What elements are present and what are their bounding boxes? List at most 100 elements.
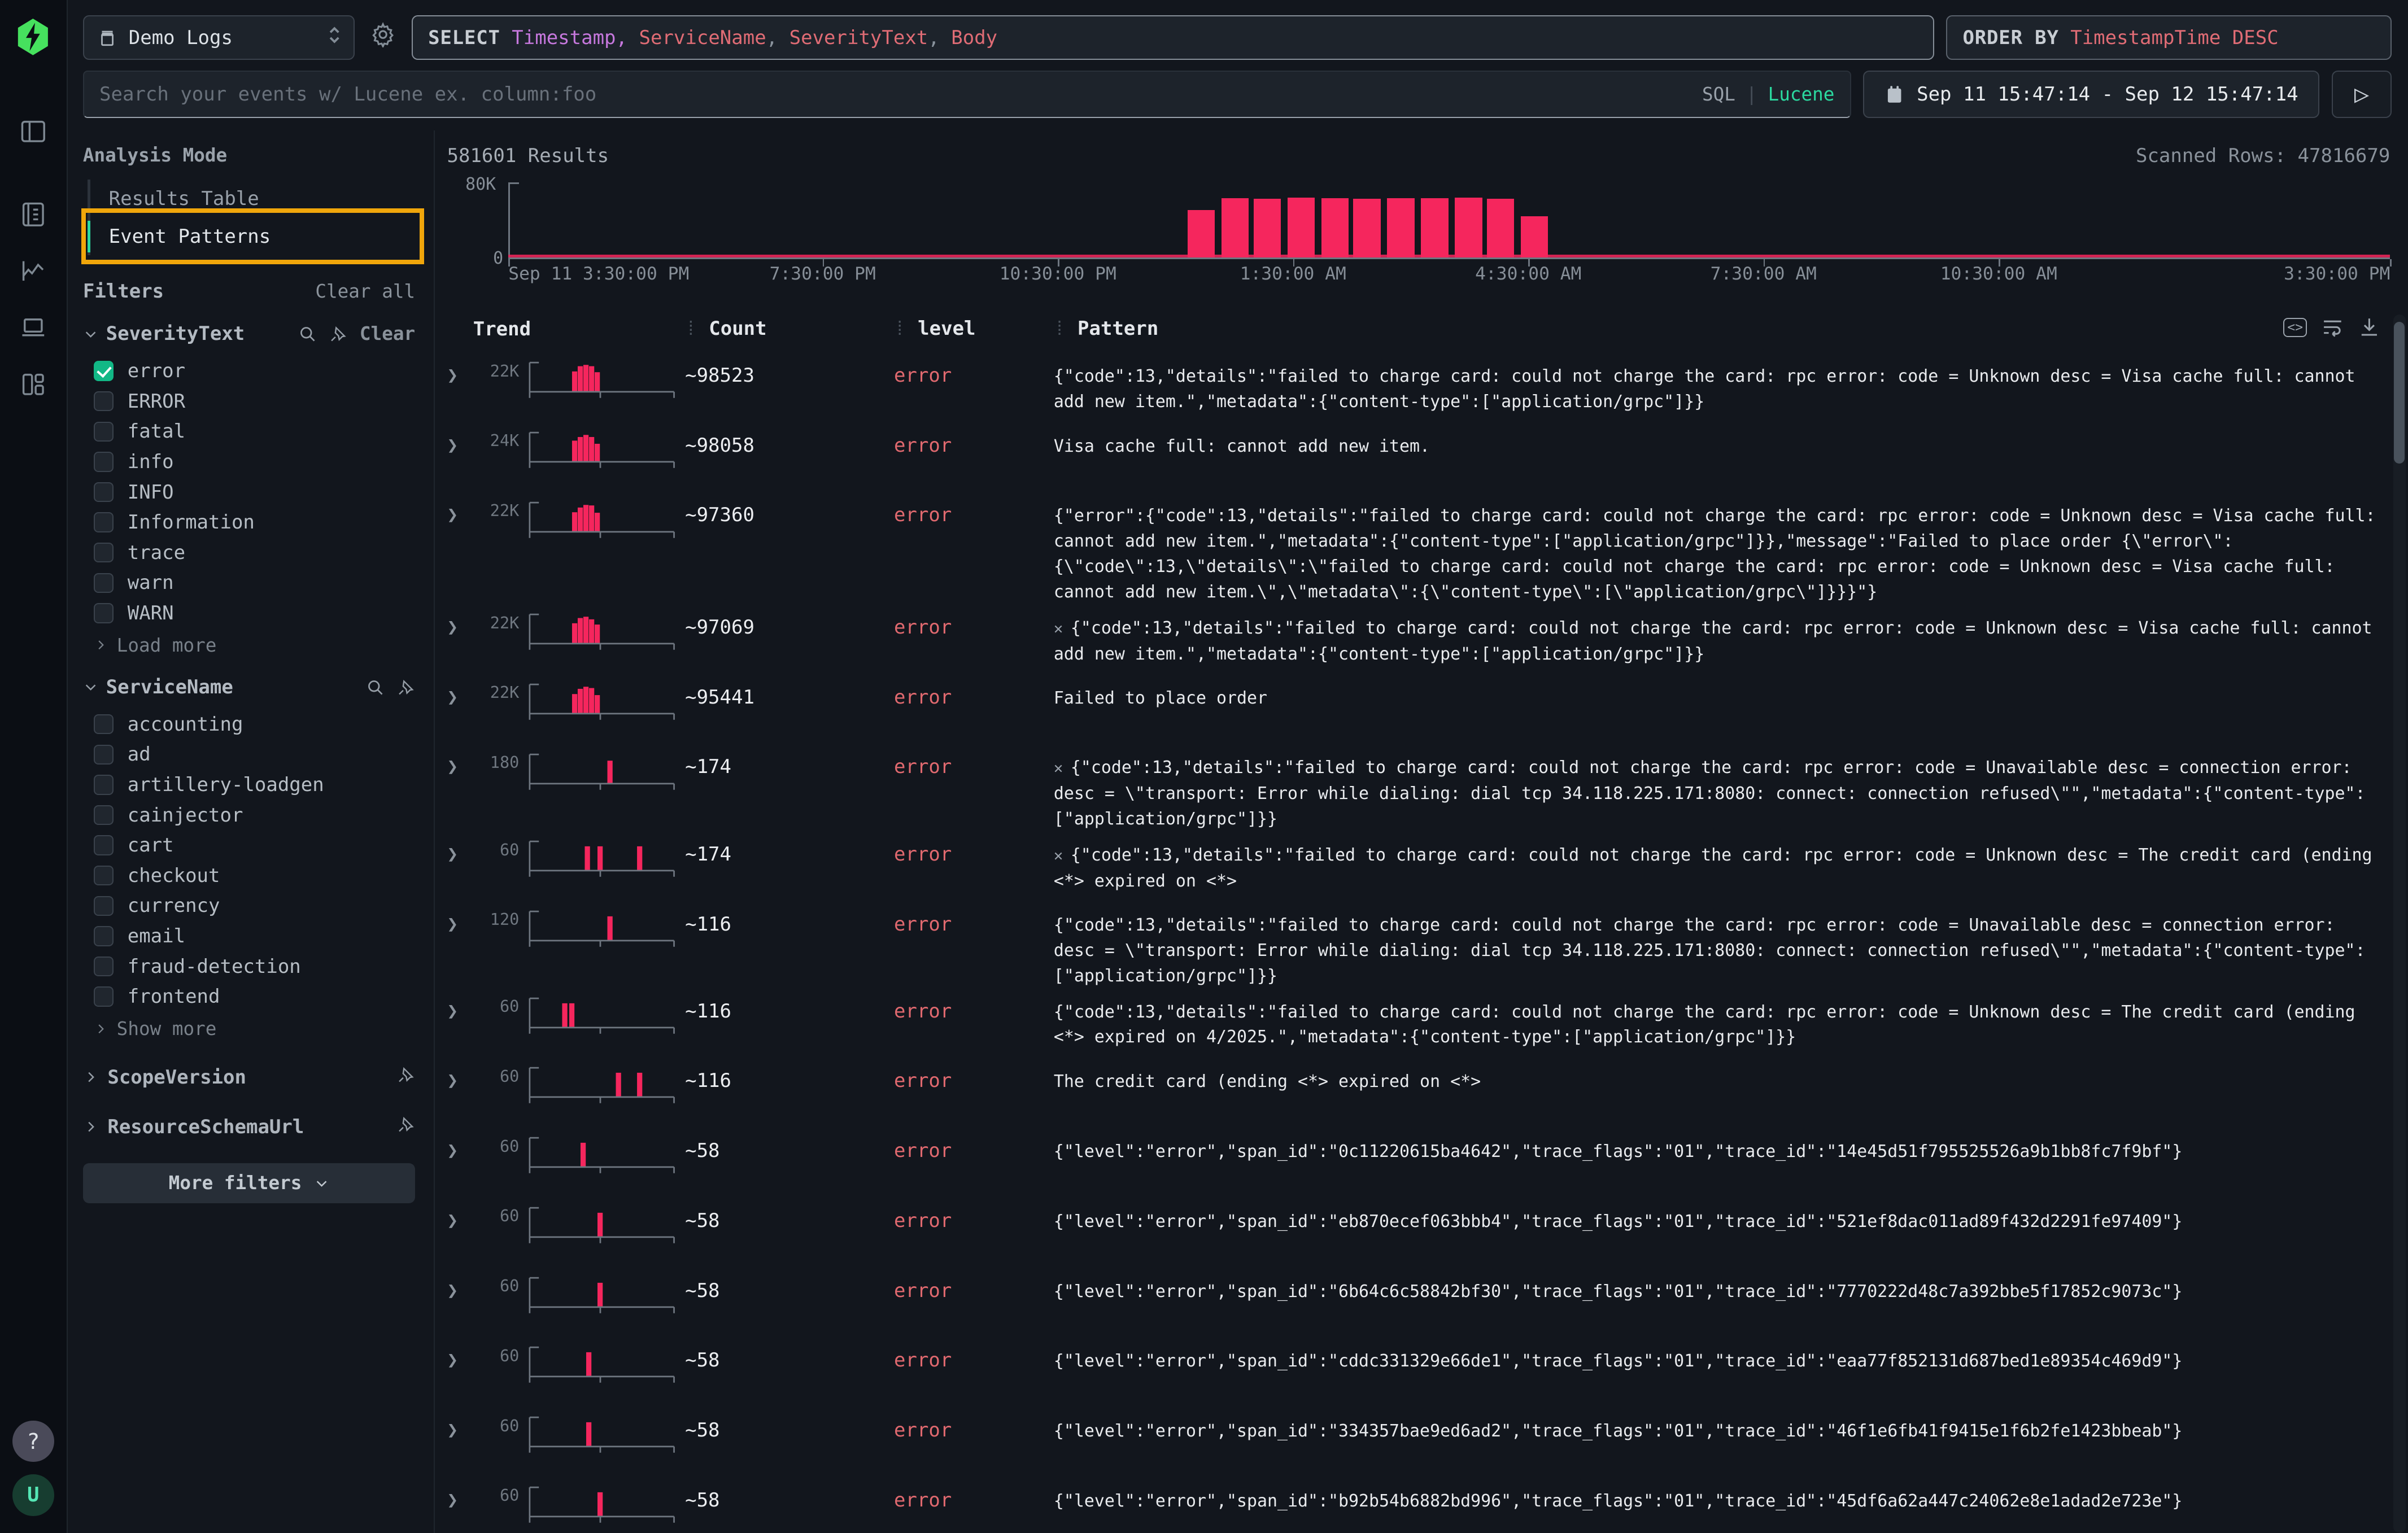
checkbox-currency[interactable]	[94, 896, 114, 916]
row-expand-chevron[interactable]: ❯	[447, 1478, 473, 1510]
checkbox-information[interactable]	[94, 512, 114, 532]
scrollbar-thumb[interactable]	[2394, 322, 2405, 463]
search-icon[interactable]	[366, 678, 385, 697]
filter-option-cainjector[interactable]: cainjector	[83, 800, 415, 831]
wrap-text-icon[interactable]	[2321, 316, 2344, 339]
column-drag-handle[interactable]: ⁞	[685, 317, 696, 341]
checkbox-fraud-detection[interactable]	[94, 957, 114, 976]
analysis-mode-event-patterns[interactable]: Event Patterns	[90, 217, 415, 255]
filter-group-name[interactable]: ServiceName	[106, 676, 233, 698]
checkbox-ad[interactable]	[94, 745, 114, 765]
row-expand-chevron[interactable]: ❯	[447, 605, 473, 637]
filter-option-ad[interactable]: ad	[83, 740, 415, 770]
pattern-cell[interactable]: Failed to place order	[1054, 675, 2384, 711]
run-query-button[interactable]: ▷	[2332, 71, 2392, 118]
search-input[interactable]	[99, 83, 1702, 106]
column-header-level[interactable]: level	[918, 317, 975, 341]
row-expand-chevron[interactable]: ❯	[447, 353, 473, 386]
filter-option-artillery-loadgen[interactable]: artillery-loadgen	[83, 770, 415, 800]
filter-option-info[interactable]: info	[83, 447, 415, 477]
row-expand-chevron[interactable]: ❯	[447, 493, 473, 525]
filter-option-cart[interactable]: cart	[83, 830, 415, 861]
clear-all-filters-button[interactable]: Clear all	[315, 281, 415, 302]
dismiss-x-icon[interactable]: ✕	[1054, 620, 1063, 637]
pin-icon[interactable]	[397, 678, 416, 697]
analysis-mode-results-table[interactable]: Results Table	[90, 180, 415, 217]
row-expand-chevron[interactable]: ❯	[447, 989, 473, 1021]
checkbox-info[interactable]	[94, 482, 114, 502]
filter-group-name[interactable]: SeverityText	[106, 322, 245, 345]
row-expand-chevron[interactable]: ❯	[447, 1408, 473, 1440]
histogram-bar[interactable]	[1487, 199, 1514, 258]
pattern-cell[interactable]: {"level":"error","span_id":"6b64c6c58842…	[1054, 1269, 2384, 1305]
filter-option-email[interactable]: email	[83, 921, 415, 951]
row-expand-chevron[interactable]: ❯	[447, 423, 473, 456]
orderby-clause-input[interactable]: ORDER BY TimestampTime DESC	[1946, 15, 2392, 60]
filter-option-error[interactable]: ERROR	[83, 386, 415, 417]
date-range-picker[interactable]: Sep 11 15:47:14 - Sep 12 15:47:14	[1863, 71, 2319, 118]
row-expand-chevron[interactable]: ❯	[447, 745, 473, 777]
load-more-severity-button[interactable]: Load more	[83, 628, 415, 656]
language-lucene-option[interactable]: Lucene	[1768, 84, 1835, 105]
help-button[interactable]: ?	[12, 1421, 54, 1462]
search-icon[interactable]	[298, 325, 317, 343]
checkbox-checkout[interactable]	[94, 866, 114, 885]
pattern-cell[interactable]: ✕{"code":13,"details":"failed to charge …	[1054, 745, 2384, 832]
row-expand-chevron[interactable]: ❯	[447, 1338, 473, 1370]
checkbox-frontend[interactable]	[94, 986, 114, 1006]
histogram-bar[interactable]	[1387, 198, 1414, 257]
pattern-cell[interactable]: {"level":"error","span_id":"cddc331329e6…	[1054, 1338, 2384, 1374]
column-header-pattern[interactable]: Pattern	[1078, 317, 1158, 341]
select-clause-input[interactable]: SELECT Timestamp, ServiceName, SeverityT…	[412, 15, 1934, 60]
checkbox-error[interactable]	[94, 361, 114, 381]
row-expand-chevron[interactable]: ❯	[447, 675, 473, 707]
pattern-cell[interactable]: {"level":"error","span_id":"0c11220615ba…	[1054, 1129, 2384, 1165]
language-sql-option[interactable]: SQL	[1702, 84, 1735, 105]
pattern-cell[interactable]: {"level":"error","span_id":"eb870ecef063…	[1054, 1199, 2384, 1235]
histogram-bar[interactable]	[1321, 198, 1349, 257]
panel-toggle-icon[interactable]	[19, 117, 48, 146]
pattern-cell[interactable]: {"code":13,"details":"failed to charge c…	[1054, 353, 2384, 415]
chevron-down-icon[interactable]	[83, 679, 98, 695]
view-source-icon[interactable]: <>	[2283, 318, 2307, 337]
dashboards-icon[interactable]	[19, 370, 48, 399]
row-expand-chevron[interactable]: ❯	[447, 1129, 473, 1161]
pattern-cell[interactable]: ✕{"code":13,"details":"failed to charge …	[1054, 605, 2384, 667]
filter-option-trace[interactable]: trace	[83, 538, 415, 568]
checkbox-email[interactable]	[94, 926, 114, 946]
histogram-bar[interactable]	[1353, 199, 1380, 258]
chart-explorer-icon[interactable]	[19, 256, 48, 286]
chevron-down-icon[interactable]	[83, 326, 98, 342]
checkbox-error[interactable]	[94, 391, 114, 411]
pattern-cell[interactable]: {"code":13,"details":"failed to charge c…	[1054, 989, 2384, 1051]
histogram-bar[interactable]	[1254, 199, 1281, 258]
histogram-bar[interactable]	[1222, 198, 1249, 257]
column-header-count[interactable]: Count	[709, 317, 766, 341]
checkbox-cainjector[interactable]	[94, 805, 114, 825]
checkbox-cart[interactable]	[94, 835, 114, 855]
row-expand-chevron[interactable]: ❯	[447, 902, 473, 934]
pattern-cell[interactable]: {"level":"error","span_id":"b92b54b6882b…	[1054, 1478, 2384, 1514]
checkbox-info[interactable]	[94, 452, 114, 471]
checkbox-accounting[interactable]	[94, 714, 114, 734]
dismiss-x-icon[interactable]: ✕	[1054, 759, 1063, 777]
row-expand-chevron[interactable]: ❯	[447, 1269, 473, 1301]
filter-option-fatal[interactable]: fatal	[83, 417, 415, 447]
pin-icon[interactable]	[397, 1115, 416, 1134]
pattern-cell[interactable]: The credit card (ending <*> expired on <…	[1054, 1059, 2384, 1095]
row-expand-chevron[interactable]: ❯	[447, 1199, 473, 1231]
checkbox-trace[interactable]	[94, 543, 114, 562]
pattern-cell[interactable]: ✕{"code":13,"details":"failed to charge …	[1054, 832, 2384, 894]
